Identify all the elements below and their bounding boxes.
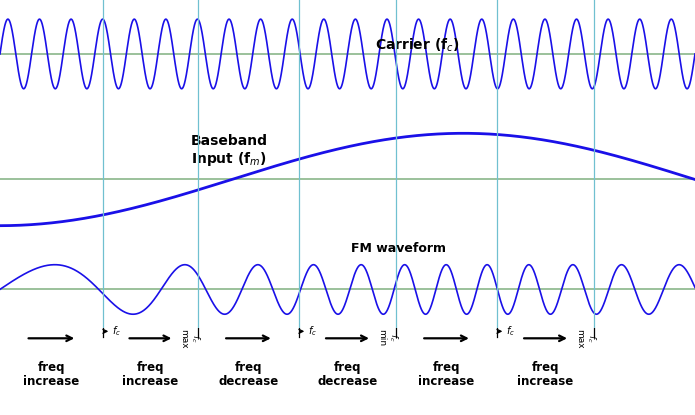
- Text: freq
increase: freq increase: [418, 361, 475, 388]
- Text: $f_c$: $f_c$: [506, 325, 515, 338]
- Text: $f_c$
min: $f_c$ min: [377, 329, 400, 346]
- Text: freq
increase: freq increase: [518, 361, 573, 388]
- Text: Baseband
Input (f$_m$): Baseband Input (f$_m$): [191, 134, 268, 168]
- Text: $f_c$
max: $f_c$ max: [179, 329, 202, 348]
- Text: $f_c$
max: $f_c$ max: [575, 329, 598, 348]
- Text: freq
increase: freq increase: [24, 361, 79, 388]
- Text: $f_c$: $f_c$: [308, 325, 317, 338]
- Text: $f_c$: $f_c$: [112, 325, 121, 338]
- Text: FM waveform: FM waveform: [351, 242, 446, 255]
- Text: freq
decrease: freq decrease: [218, 361, 279, 388]
- Text: freq
increase: freq increase: [122, 361, 179, 388]
- Text: freq
decrease: freq decrease: [318, 361, 377, 388]
- Text: Carrier (f$_c$): Carrier (f$_c$): [375, 37, 460, 54]
